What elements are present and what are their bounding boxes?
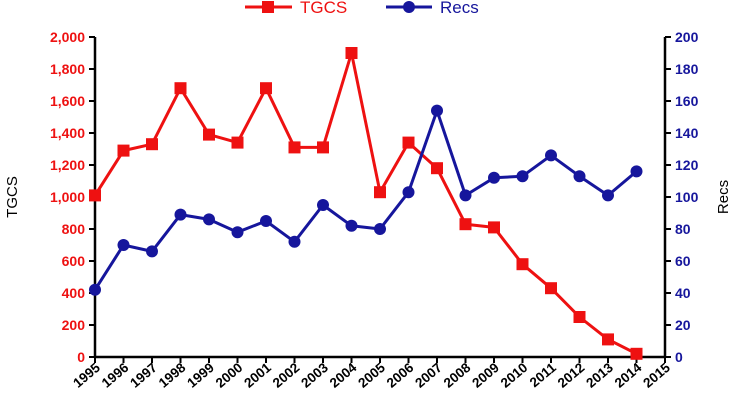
data-point-tgcs — [117, 144, 130, 157]
data-point-tgcs — [174, 82, 187, 95]
x-tick-label: 2010 — [498, 360, 531, 391]
x-tick-label: 2000 — [213, 360, 246, 391]
data-point-recs — [602, 189, 614, 202]
y-left-tick-label: 400 — [62, 285, 86, 301]
legend-label-recs: Recs — [440, 0, 479, 17]
y-right-tick-label: 0 — [675, 349, 683, 365]
ticks: 02004006008001,0001,2001,4001,6001,8002,… — [50, 29, 699, 391]
data-point-tgcs — [260, 82, 272, 95]
y-axis-right-label: Recs — [715, 180, 732, 214]
x-tick-label: 2007 — [412, 360, 445, 391]
y-right-tick-label: 100 — [675, 189, 699, 205]
data-point-tgcs — [146, 138, 158, 151]
data-point-tgcs — [630, 347, 643, 360]
data-point-tgcs — [288, 141, 301, 154]
data-point-tgcs — [89, 189, 101, 202]
x-tick-label: 2004 — [327, 360, 360, 391]
data-point-recs — [488, 171, 500, 184]
data-point-recs — [345, 219, 358, 232]
y-left-tick-label: 1,200 — [50, 157, 85, 173]
data-point-tgcs — [488, 221, 500, 234]
y-axis-left-label: TGCS — [4, 176, 21, 218]
data-point-tgcs — [203, 128, 215, 141]
series-line-tgcs — [93, 51, 638, 356]
data-point-tgcs — [516, 258, 529, 271]
x-tick-label: 2001 — [241, 360, 274, 391]
x-tick-label: 1997 — [127, 360, 160, 391]
data-point-recs — [89, 283, 101, 296]
y-left-tick-label: 1,800 — [50, 61, 85, 77]
x-tick-label: 2006 — [384, 360, 417, 391]
data-point-recs — [260, 215, 272, 227]
y-left-tick-label: 200 — [62, 317, 86, 333]
data-point-tgcs — [402, 136, 415, 149]
y-right-tick-label: 60 — [675, 253, 691, 269]
y-right-tick-label: 160 — [675, 93, 699, 109]
data-point-recs — [545, 149, 557, 162]
data-point-tgcs — [602, 333, 614, 346]
y-right-tick-label: 80 — [675, 221, 691, 237]
data-point-recs — [459, 189, 472, 202]
x-tick-label: 1998 — [156, 360, 189, 391]
data-point-tgcs — [459, 218, 472, 231]
y-left-tick-label: 1,600 — [50, 93, 85, 109]
data-point-tgcs — [573, 311, 586, 323]
x-tick-label: 2008 — [441, 360, 474, 391]
data-point-recs — [117, 239, 130, 251]
data-point-tgcs — [374, 186, 386, 199]
y-left-tick-label: 800 — [62, 221, 86, 237]
x-tick-label: 2013 — [583, 360, 616, 391]
y-right-tick-label: 180 — [675, 61, 699, 77]
y-left-tick-label: 2,000 — [50, 29, 85, 45]
series-layer — [89, 47, 643, 360]
data-point-recs — [374, 223, 386, 235]
data-point-tgcs — [317, 141, 329, 154]
x-tick-label: 1996 — [99, 360, 132, 391]
x-tick-label: 1995 — [70, 360, 103, 391]
data-point-recs — [231, 226, 244, 239]
y-right-tick-label: 120 — [675, 157, 699, 173]
x-tick-label: 2002 — [270, 360, 303, 391]
data-point-tgcs — [231, 136, 244, 149]
data-point-recs — [402, 186, 415, 199]
data-point-recs — [630, 165, 643, 178]
x-tick-label: 2011 — [527, 359, 559, 390]
legend: TGCS Recs — [245, 0, 479, 17]
data-point-recs — [146, 245, 158, 258]
data-point-tgcs — [431, 162, 443, 175]
x-tick-label: 2005 — [355, 360, 388, 391]
legend-label-tgcs: TGCS — [300, 0, 347, 17]
data-point-tgcs — [545, 282, 557, 295]
data-point-recs — [431, 104, 443, 117]
data-point-recs — [203, 213, 215, 226]
x-tick-label: 2009 — [469, 360, 502, 391]
data-point-recs — [573, 170, 586, 183]
y-right-tick-label: 200 — [675, 29, 699, 45]
data-point-recs — [288, 235, 301, 248]
y-left-tick-label: 600 — [62, 253, 86, 269]
y-left-tick-label: 0 — [77, 349, 85, 365]
y-left-tick-label: 1,000 — [50, 189, 85, 205]
x-tick-label: 2012 — [555, 360, 588, 391]
legend-marker-tgcs — [262, 1, 274, 13]
data-point-tgcs — [345, 47, 358, 59]
data-point-recs — [174, 208, 187, 221]
x-tick-label: 2003 — [298, 360, 331, 391]
data-point-recs — [317, 199, 329, 211]
x-tick-label: 1999 — [184, 360, 217, 391]
y-right-tick-label: 40 — [675, 285, 691, 301]
x-tick-label: 2014 — [612, 360, 645, 391]
x-tick-label: 2015 — [640, 360, 673, 391]
y-right-tick-label: 140 — [675, 125, 699, 141]
data-point-recs — [516, 170, 529, 183]
y-right-tick-label: 20 — [675, 317, 691, 333]
legend-marker-recs — [403, 1, 415, 13]
series-line-recs — [93, 109, 638, 291]
y-left-tick-label: 1,400 — [50, 125, 85, 141]
